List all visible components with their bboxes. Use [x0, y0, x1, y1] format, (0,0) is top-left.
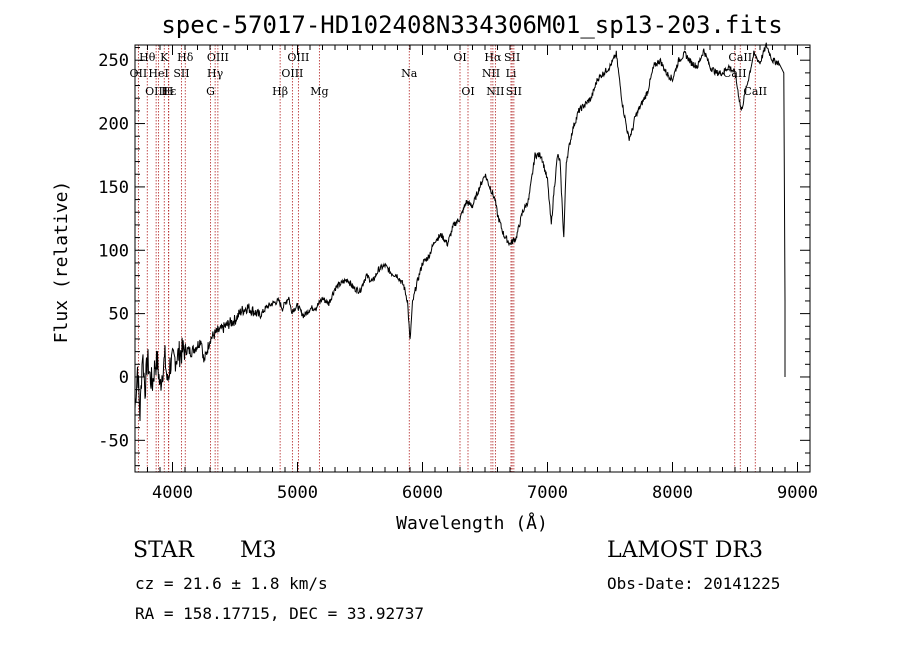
y-tick-label: 0: [119, 368, 129, 388]
line-marker-label-20: NII: [482, 67, 500, 80]
line-marker-label-1: OII: [130, 67, 148, 80]
flux-series-line: [134, 42, 786, 422]
survey-name: LAMOST DR3: [607, 538, 763, 563]
line-marker-label-7: SII: [173, 67, 189, 80]
line-marker-label-0: Hθ: [139, 51, 156, 64]
line-marker-label-2: OIII: [145, 85, 167, 98]
x-tick-label: 6000: [402, 483, 443, 503]
line-marker-label-11: G: [206, 85, 215, 98]
line-marker-label-27: CaII: [743, 85, 767, 98]
line-marker-label-13: OIII: [287, 51, 309, 64]
y-tick-label: -50: [98, 431, 129, 451]
line-marker-label-23: Li: [506, 67, 517, 80]
line-marker-label-15: Mg: [310, 85, 328, 98]
line-marker-label-25: CaII: [728, 51, 752, 64]
line-marker-label-16: Na: [401, 67, 418, 80]
line-marker-label-22: SII: [504, 51, 520, 64]
line-marker-label-21: NII: [486, 85, 504, 98]
y-tick-label: 100: [98, 241, 129, 261]
x-axis-label: Wavelength (Å): [396, 512, 548, 534]
object-class: STAR: [133, 538, 194, 563]
line-marker-label-9: OIII: [207, 51, 229, 64]
coordinates: RA = 158.17715, DEC = 33.92737: [135, 604, 424, 623]
x-tick-label: 9000: [777, 483, 818, 503]
y-tick-label: 250: [98, 51, 129, 71]
line-marker-label-10: Hγ: [207, 67, 224, 80]
y-tick-label: 200: [98, 115, 129, 135]
chart-title: spec-57017-HD102408N334306M01_sp13-203.f…: [161, 11, 782, 39]
line-marker-label-3: K: [160, 51, 169, 64]
line-marker-label-18: OI: [461, 85, 474, 98]
y-tick-label: 150: [98, 178, 129, 198]
line-marker-label-4: HeI: [148, 67, 168, 80]
x-axis: 4000 5000 6000 7000 8000 9000: [147, 45, 818, 503]
plot-frame: [134, 44, 811, 473]
x-tick-label: 7000: [527, 483, 568, 503]
redshift-velocity: cz = 21.6 ± 1.8 km/s: [135, 574, 328, 593]
object-subclass: M3: [240, 538, 277, 563]
line-marker-label-14: OIII: [281, 67, 303, 80]
x-tick-label: 4000: [152, 483, 193, 503]
line-marker-label-12: Hβ: [272, 85, 288, 98]
y-axis-label: Flux (relative): [51, 181, 72, 344]
x-tick-label: 8000: [652, 483, 693, 503]
y-tick-label: 50: [109, 305, 129, 325]
line-marker-label-24: SII: [506, 85, 522, 98]
line-marker-label-6: H: [164, 85, 174, 98]
line-marker-label-17: OI: [453, 51, 466, 64]
line-marker-label-8: Hδ: [177, 51, 194, 64]
x-tick-label: 5000: [277, 483, 318, 503]
observation-date: Obs-Date: 20141225: [607, 574, 781, 593]
y-axis: -50 0 50 100 150 200 250: [98, 47, 810, 467]
line-marker-label-19: Hα: [484, 51, 502, 64]
